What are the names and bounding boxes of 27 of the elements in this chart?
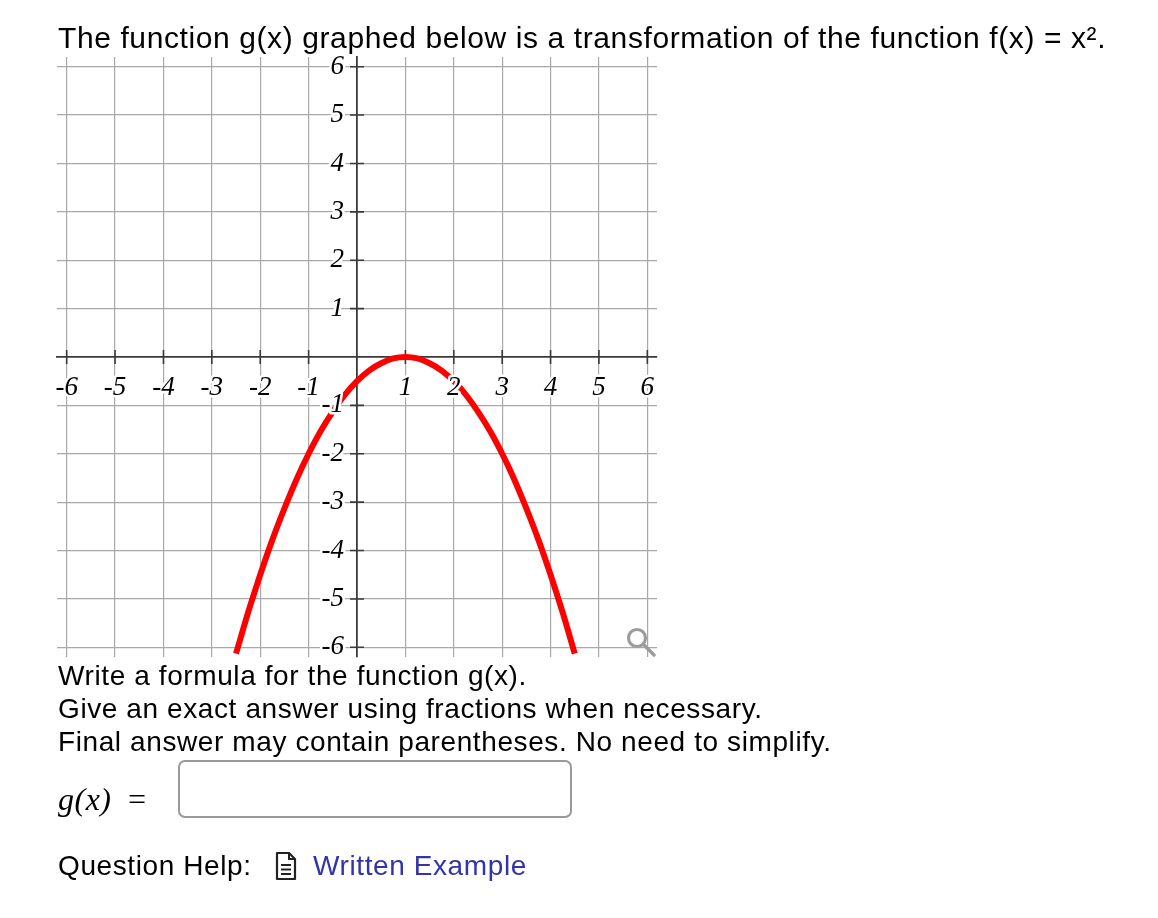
- text: Question Help:: [58, 849, 252, 882]
- x-tick-label: -5: [103, 371, 127, 401]
- y-tick-label: 4: [330, 146, 344, 177]
- y-tick-label: -6: [321, 630, 345, 661]
- text: Final answer may contain parentheses. No need to simplify.: [58, 725, 832, 758]
- y-tick-label: 1: [330, 291, 344, 322]
- y-tick-label: -2: [321, 436, 344, 467]
- y-tick-label: -3: [321, 485, 344, 516]
- x-tick-label: 4: [543, 371, 558, 401]
- x-tick-label: 6: [640, 371, 655, 401]
- y-tick-label: 3: [329, 194, 344, 225]
- x-tick-label: -2: [248, 371, 272, 401]
- x-tick-label: 1: [398, 371, 413, 401]
- x-tick-label: 3: [494, 371, 509, 401]
- text: Write a formula for the function g(x).: [58, 659, 527, 692]
- x-tick-label: -1: [297, 371, 320, 401]
- y-tick-label: 5: [330, 98, 344, 129]
- y-tick-label: -4: [321, 533, 344, 564]
- x-tick-label: -3: [200, 371, 224, 401]
- y-tick-label: -5: [321, 582, 344, 613]
- x-tick-label: -6: [55, 371, 79, 401]
- text: Give an exact answer using fractions when necessary.: [58, 692, 763, 725]
- y-tick-label: 2: [330, 243, 344, 274]
- x-tick-label: 5: [592, 371, 606, 401]
- text: g(x) =: [58, 780, 149, 818]
- text: Written Example: [313, 849, 527, 882]
- x-tick-label: -4: [152, 371, 175, 401]
